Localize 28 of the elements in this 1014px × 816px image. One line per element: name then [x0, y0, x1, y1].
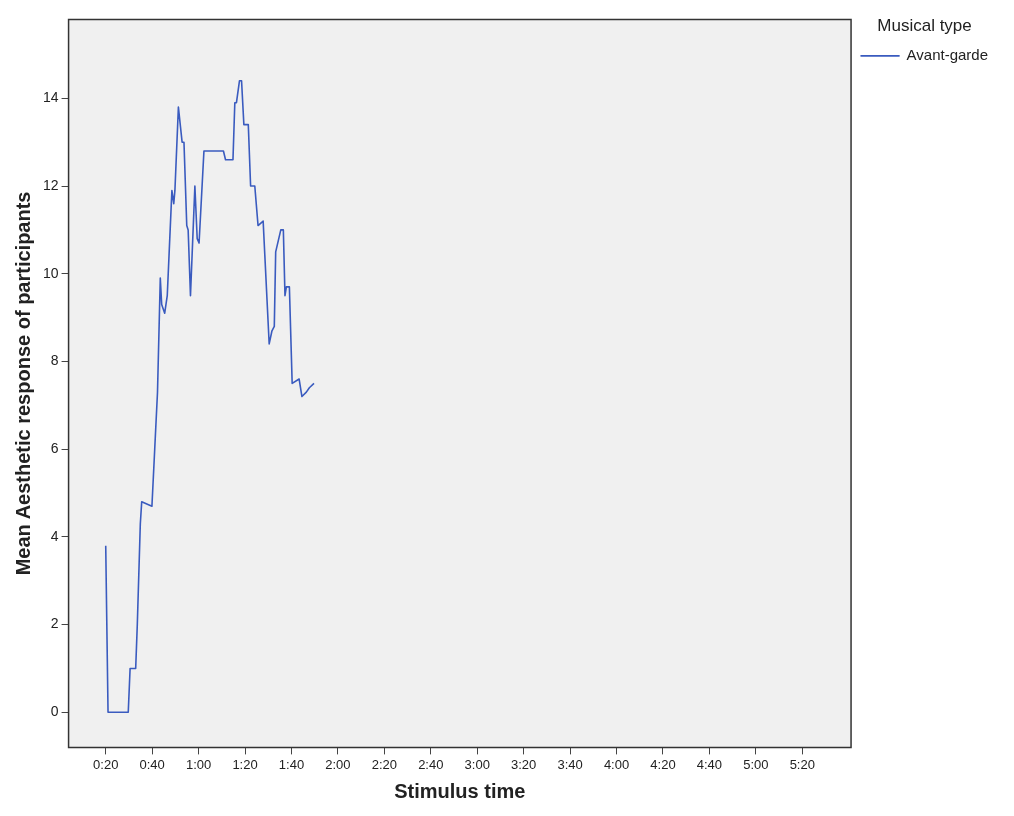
x-tick-label: 3:00 — [464, 756, 490, 772]
x-tick-label: 4:00 — [603, 756, 630, 772]
x-tick-label: 2:40 — [418, 756, 444, 772]
x-tick-label: 0:40 — [139, 756, 165, 772]
legend-label: Avant-garde — [906, 46, 989, 64]
x-tick-label: 2:00 — [325, 756, 351, 772]
y-tick-label: 0 — [50, 703, 59, 720]
y-axis-title: Mean Aesthetic response of participants — [11, 191, 34, 576]
x-tick-label: 1:00 — [185, 756, 212, 772]
x-tick-label: 2:20 — [371, 756, 398, 772]
y-tick-label: 6 — [50, 440, 59, 457]
y-tick-label: 8 — [50, 352, 59, 369]
x-tick-label: 3:20 — [511, 756, 537, 772]
legend-title: Musical type — [877, 16, 972, 36]
y-tick-label: 14 — [42, 89, 59, 106]
x-tick-label: 3:40 — [557, 756, 583, 772]
x-tick-label: 5:20 — [789, 756, 815, 772]
y-tick-label: 12 — [42, 176, 59, 193]
x-tick-label: 4:40 — [696, 756, 723, 772]
y-tick-label: 2 — [50, 615, 59, 632]
x-tick-label: 0:20 — [93, 756, 119, 772]
x-axis-title: Stimulus time — [394, 779, 526, 802]
x-tick-label: 1:20 — [232, 756, 258, 772]
x-tick-label: 5:00 — [743, 756, 769, 772]
y-tick-label: 10 — [42, 264, 59, 281]
x-tick-label: 4:20 — [650, 756, 676, 772]
y-tick-label: 4 — [50, 527, 59, 544]
x-tick-label: 1:40 — [278, 756, 305, 772]
